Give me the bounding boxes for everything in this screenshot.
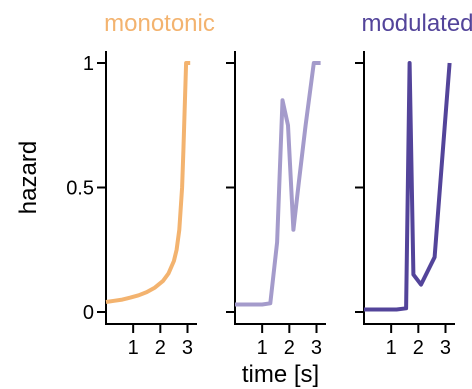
panel-3: 1 2 3 modulated xyxy=(355,10,472,359)
x-axis-label: time [s] xyxy=(242,361,319,388)
x-tick-label-1-1: 2 xyxy=(155,337,166,359)
x-tick-label-3-0: 1 xyxy=(386,337,397,359)
x-tick-label-2-1: 2 xyxy=(284,337,295,359)
x-tick-label-1-2: 3 xyxy=(182,337,193,359)
x-tick-label-2-0: 1 xyxy=(257,337,268,359)
x-tick-label-3-1: 2 xyxy=(413,337,424,359)
y-tick-label-1-2: 1 xyxy=(83,53,94,75)
panel-title-1: monotonic xyxy=(104,10,215,37)
x-tick-label-3-2: 3 xyxy=(440,337,451,359)
panel-title-3: modulated xyxy=(361,10,472,37)
x-tick-label-1-0: 1 xyxy=(128,337,139,359)
series-line-3 xyxy=(364,61,452,312)
y-axis-label: hazard xyxy=(15,141,42,214)
x-tick-label-2-2: 3 xyxy=(311,337,322,359)
series-line-1 xyxy=(105,61,191,304)
y-tick-label-1-0: 0 xyxy=(83,302,94,324)
series-line-2 xyxy=(235,61,321,307)
y-tick-label-1-1: 0.5 xyxy=(66,178,94,200)
